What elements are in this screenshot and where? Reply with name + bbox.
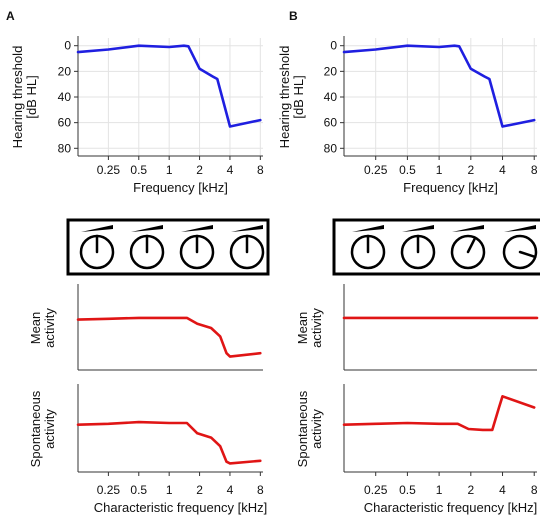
y-tick-label: 40 — [58, 90, 72, 104]
gain-wedge-icon — [504, 225, 536, 232]
x-tick-label: 1 — [166, 483, 173, 497]
chart-b-1: 0 20 40 60 80 0.25 0.5 1 2 4 8 Frequency [kHz] Heari… — [277, 36, 538, 195]
x-tick-label: 1 — [436, 163, 443, 177]
gain-knob — [179, 225, 215, 270]
x-tick-label: 4 — [227, 163, 234, 177]
gain-knob — [350, 225, 386, 270]
series-line — [76, 44, 262, 128]
gain-knob-pointer — [518, 250, 537, 259]
y-axis-label-line: activity — [309, 308, 324, 348]
y-axis-label-line: Hearing threshold — [10, 46, 25, 149]
y-tick-label: 80 — [324, 141, 338, 155]
y-axis-label-line: Spontaneous — [28, 390, 43, 467]
y-tick-label: 80 — [58, 141, 72, 155]
gain-control-panel-b — [332, 218, 540, 276]
gain-controls-layer — [66, 218, 540, 276]
x-tick-label: 0.5 — [399, 483, 416, 497]
x-tick-label: 1 — [166, 163, 173, 177]
x-tick-label: 4 — [499, 483, 506, 497]
chart-a-2: Meanactivity — [28, 284, 263, 371]
y-axis-label-line: Hearing threshold — [277, 46, 292, 149]
x-tick-label: 0.25 — [97, 163, 121, 177]
y-tick-label: 60 — [324, 116, 338, 130]
chart-b-3: Meanactivity — [295, 284, 539, 371]
x-tick-label: 1 — [436, 483, 443, 497]
x-axis-label: Frequency [kHz] — [403, 180, 498, 195]
y-axis-label-line: activity — [309, 409, 324, 449]
x-tick-label: 4 — [499, 163, 506, 177]
chart-b-5: 0.25 0.5 1 2 4 8 Characteristic frequency [kHz… — [295, 384, 538, 515]
series-line — [342, 394, 536, 432]
x-tick-label: 8 — [257, 483, 264, 497]
gain-knob — [450, 225, 486, 270]
x-tick-label: 0.25 — [364, 163, 388, 177]
gain-wedge-icon — [131, 225, 163, 232]
panel-label-a: A — [6, 9, 15, 23]
gain-wedge-icon — [181, 225, 213, 232]
y-tick-label: 40 — [324, 90, 338, 104]
gain-knob — [502, 225, 538, 270]
x-tick-label: 2 — [196, 483, 203, 497]
y-axis-label-line: activity — [42, 308, 57, 348]
gain-knob — [129, 225, 165, 270]
x-axis-label: Characteristic frequency [kHz] — [94, 500, 267, 515]
y-axis-label: Meanactivity — [295, 308, 324, 348]
y-tick-label: 20 — [324, 64, 338, 78]
x-tick-label: 2 — [467, 483, 474, 497]
x-axis-label: Frequency [kHz] — [133, 180, 228, 195]
gain-wedge-icon — [81, 225, 113, 232]
gain-knob — [229, 225, 265, 270]
series-line — [76, 420, 262, 465]
x-tick-label: 0.5 — [130, 483, 147, 497]
y-tick-label: 20 — [58, 64, 72, 78]
x-tick-label: 8 — [257, 163, 264, 177]
gain-knob — [79, 225, 115, 270]
gain-wedge-icon — [231, 225, 263, 232]
y-axis-label: Spontaneousactivity — [28, 390, 57, 467]
y-axis-label-line: activity — [42, 409, 57, 449]
x-tick-label: 2 — [467, 163, 474, 177]
x-tick-label: 0.5 — [130, 163, 147, 177]
gain-wedge-icon — [352, 225, 384, 232]
y-axis-label-line: Mean — [295, 312, 310, 345]
gain-wedge-icon — [402, 225, 434, 232]
y-axis-label: Meanactivity — [28, 308, 57, 348]
series-line — [76, 316, 262, 358]
x-tick-label: 2 — [196, 163, 203, 177]
x-tick-label: 8 — [531, 163, 538, 177]
x-tick-label: 0.5 — [399, 163, 416, 177]
y-axis-label-line: [dB HL] — [291, 75, 306, 118]
y-axis-label: Hearing threshold[dB HL] — [10, 46, 39, 149]
y-axis-label-line: Spontaneous — [295, 390, 310, 467]
y-axis-label: Spontaneousactivity — [295, 390, 324, 467]
gain-knob — [400, 225, 436, 270]
chart-a-0: 0 20 40 60 80 0.25 0.5 1 2 4 8 Frequency [kHz] Heari… — [10, 36, 264, 195]
y-tick-label: 0 — [64, 39, 71, 53]
chart-a-4: 0.25 0.5 1 2 4 8 Characteristic frequency [kHz… — [28, 384, 267, 515]
x-tick-label: 0.25 — [364, 483, 388, 497]
y-tick-label: 0 — [330, 39, 337, 53]
y-tick-label: 60 — [58, 116, 72, 130]
y-axis-label-line: Mean — [28, 312, 43, 345]
gain-control-panel-a — [66, 218, 270, 276]
x-axis-label: Characteristic frequency [kHz] — [364, 500, 537, 515]
y-axis-label-line: [dB HL] — [24, 75, 39, 118]
x-tick-label: 0.25 — [97, 483, 121, 497]
y-axis-label: Hearing threshold[dB HL] — [277, 46, 306, 149]
x-tick-label: 8 — [531, 483, 538, 497]
gain-wedge-icon — [452, 225, 484, 232]
x-tick-label: 4 — [227, 483, 234, 497]
gain-knob-pointer — [466, 236, 477, 254]
panel-label-b: B — [289, 9, 298, 23]
series-line — [342, 44, 536, 128]
